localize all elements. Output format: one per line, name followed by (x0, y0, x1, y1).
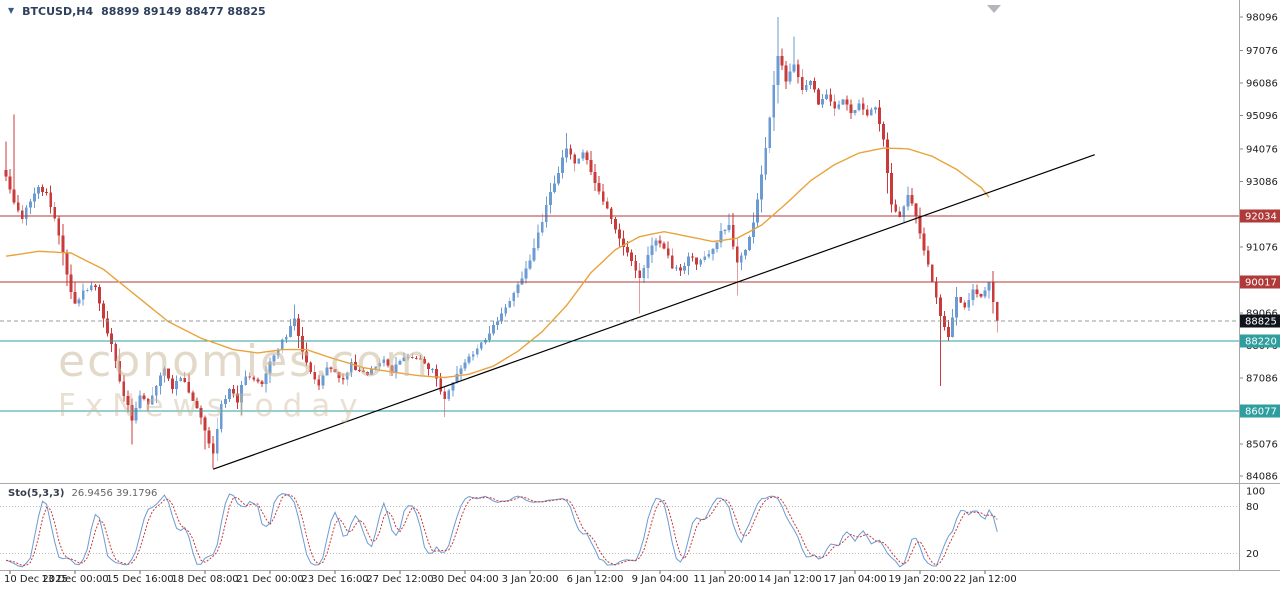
ohlc-values: 88899 89149 88477 88825 (101, 5, 266, 18)
stochastic-main-line (5, 493, 998, 568)
current-price-badge: 88825 (1240, 314, 1280, 328)
price-tick-label: 87086 (1246, 373, 1278, 384)
price-tick-label: 97076 (1246, 46, 1278, 57)
main-plot-area[interactable] (0, 5, 1240, 470)
indicator-values: 26.9456 39.1796 (71, 488, 158, 499)
stochastic-scale-label: 20 (1246, 549, 1259, 560)
time-tick-label: 14 Jan 12:00 (758, 574, 821, 585)
price-tick-label: 84086 (1246, 472, 1278, 483)
time-tick-label: 3 Jan 20:00 (502, 574, 559, 585)
symbol-timeframe-label: BTCUSD,H4 (22, 5, 94, 18)
panel-separators (0, 0, 1280, 571)
price-tick-label: 85076 (1246, 439, 1278, 450)
stochastic-scale-label: 80 (1246, 502, 1259, 513)
resistance-price-badge-label: 92034 (1245, 211, 1277, 222)
time-tick-label: 10 Dec 2025 (4, 574, 68, 585)
price-tick-label: 94076 (1246, 144, 1278, 155)
price-tick-label: 91076 (1246, 243, 1278, 254)
support-price-badge: 88220 (1240, 334, 1280, 348)
ascending-trendline[interactable] (212, 154, 1095, 470)
support-price-badge-label: 88220 (1245, 336, 1277, 347)
price-tick-label: 95096 (1246, 111, 1278, 122)
time-tick-label: 11 Jan 20:00 (693, 574, 756, 585)
support-price-badge: 86077 (1240, 404, 1280, 418)
time-tick-label: 30 Dec 04:00 (431, 574, 498, 585)
time-tick-label: 27 Dec 12:00 (366, 574, 433, 585)
symbol-dropdown-icon[interactable]: ▼ (8, 6, 15, 15)
price-tick-label: 98096 (1246, 13, 1278, 24)
time-tick-label: 6 Jan 12:00 (567, 574, 624, 585)
time-tick-label: 22 Jan 12:00 (953, 574, 1016, 585)
price-tick-label: 89066 (1246, 309, 1278, 320)
resistance-price-badge: 92034 (1240, 209, 1280, 223)
stochastic-scale-label: 100 (1246, 487, 1265, 498)
time-tick-label: 9 Jan 04:00 (632, 574, 689, 585)
time-tick-label: 19 Jan 20:00 (888, 574, 951, 585)
time-tick-label: 23 Dec 16:00 (301, 574, 368, 585)
time-tick-label: 15 Dec 16:00 (106, 574, 173, 585)
resistance-price-badge: 90017 (1240, 275, 1280, 289)
horizontal-level-lines (0, 215, 1240, 412)
indicator-name: Sto(5,3,3) (8, 488, 65, 499)
price-axis[interactable]: 98096 97076 96086 95096 94076 93086 91076 89066… (1240, 13, 1280, 560)
current-price-badge-label: 88825 (1245, 316, 1277, 327)
stochastic-panel[interactable] (0, 493, 1240, 568)
indicator-label: Sto(5,3,3) 26.9456 39.1796 (8, 488, 157, 499)
moving-average-line (5, 147, 990, 379)
stochastic-signal-line (5, 494, 998, 566)
time-tick-label: 13 Dec 00:00 (41, 574, 108, 585)
time-tick-label: 17 Jan 04:00 (823, 574, 886, 585)
price-tick-label: 96086 (1246, 79, 1278, 90)
resistance-price-badge-label: 90017 (1245, 277, 1277, 288)
support-price-badge-label: 86077 (1245, 407, 1277, 418)
candlestick-series (4, 17, 999, 469)
time-tick-label: 21 Dec 00:00 (236, 574, 303, 585)
price-tick-label: 93086 (1246, 177, 1278, 188)
time-tick-label: 18 Dec 08:00 (171, 574, 238, 585)
chart-shift-marker-icon[interactable] (987, 5, 1001, 13)
chart-header: ▼ BTCUSD,H4 88899 89149 88477 88825 (8, 5, 266, 18)
